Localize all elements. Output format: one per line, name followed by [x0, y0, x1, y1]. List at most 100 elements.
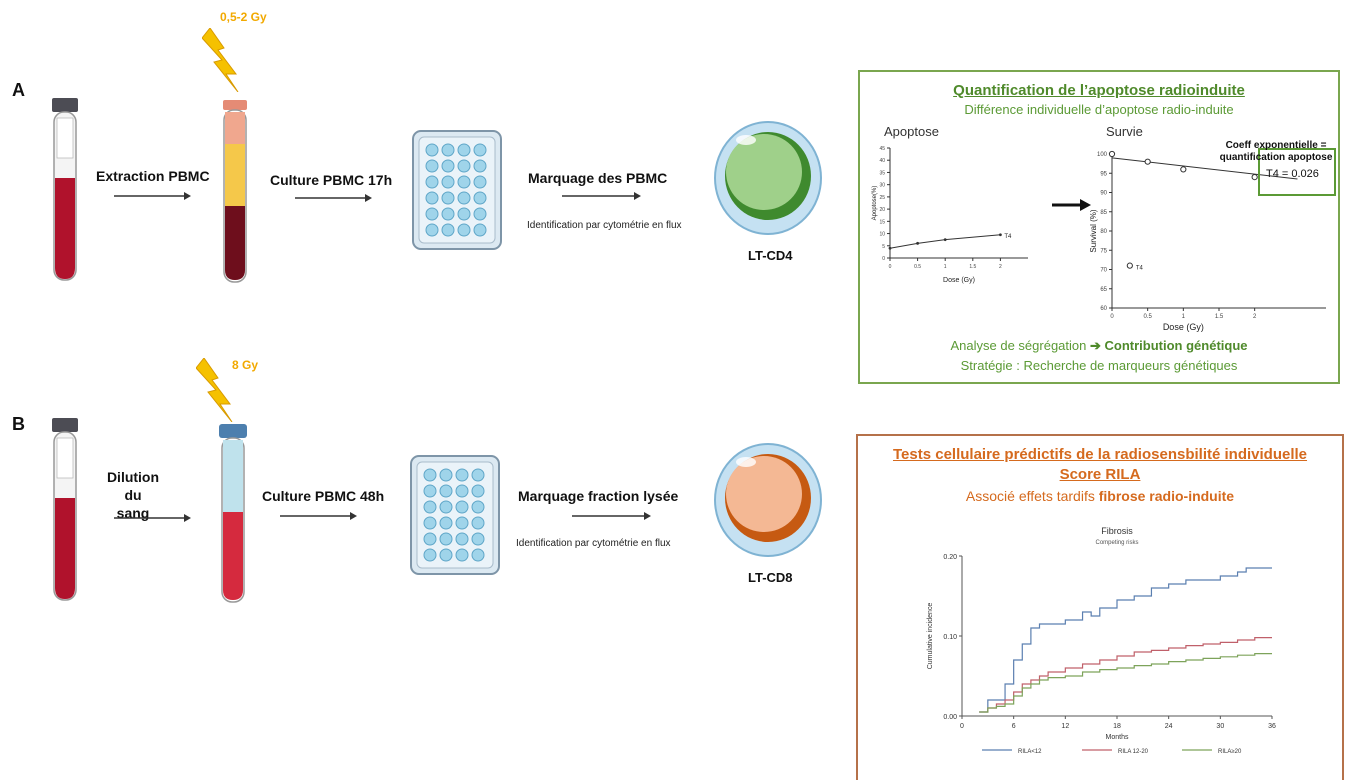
y-tick-label: 65 — [1100, 287, 1107, 293]
y-tick-label: 10 — [879, 232, 885, 238]
panel-letter-a: A — [12, 80, 25, 100]
y-tick-label: 35 — [879, 170, 885, 176]
x-tick-label: 6 — [1012, 723, 1016, 730]
y-axis-label: Apoptose(%) — [872, 186, 878, 221]
step-cytometry-label-b: Identification par cytométrie en flux — [516, 538, 671, 549]
right-arrow-icon: ➔ — [1089, 338, 1101, 353]
series-label: T4 — [1004, 234, 1012, 240]
box-b-subtitle: Associé effets tardifs fibrose radio-ind… — [858, 488, 1342, 504]
legend-label: RILA<12 — [1018, 749, 1042, 755]
y-tick-label: 60 — [1100, 306, 1107, 312]
x-axis-label: Dose (Gy) — [1163, 322, 1204, 332]
data-point — [1108, 150, 1116, 158]
cell-icon — [714, 443, 822, 557]
chart-title: Fibrosis — [1101, 526, 1133, 536]
x-tick-label: 30 — [1216, 723, 1224, 730]
cell-icon — [714, 121, 822, 235]
y-tick-label: 45 — [879, 146, 885, 152]
segregation-text: Analyse de ségrégation — [950, 338, 1090, 353]
coeff-annot-line2: quantification apoptose — [1219, 152, 1333, 163]
panel-letter-b: B — [12, 414, 25, 434]
data-point — [916, 241, 919, 245]
x-tick-label: 0 — [1110, 314, 1114, 320]
legend-label: RILA 12-20 — [1118, 749, 1149, 755]
data-point — [943, 238, 947, 242]
x-tick-label: 1.5 — [1215, 314, 1224, 320]
y-tick-label: 0.00 — [943, 714, 957, 721]
data-point — [888, 246, 892, 250]
step-cytometry-label: Identification par cytométrie en flux — [527, 220, 682, 231]
chart-subtitle: Competing risks — [1095, 540, 1138, 546]
series-line — [979, 636, 1272, 713]
coeff-highlight-box — [1258, 148, 1336, 196]
left-plot-title: Apoptose — [884, 124, 939, 139]
arrow-icon — [572, 512, 651, 520]
y-tick-label: 70 — [1100, 268, 1107, 274]
dose-label-b: 8 Gy — [232, 358, 259, 372]
box-a-subtitle: Différence individuelle d’apoptose radio… — [964, 102, 1234, 117]
step-dilution-line2: sang — [116, 505, 150, 521]
blood-tube-icon — [52, 98, 78, 281]
y-tick-label: 85 — [1100, 210, 1107, 216]
arrow-icon — [295, 194, 372, 202]
x-tick-label: 36 — [1268, 723, 1276, 730]
well-plate-icon — [412, 130, 502, 250]
y-tick-label: 0 — [882, 256, 885, 262]
y-tick-label: 20 — [879, 207, 885, 213]
survival-chart: 60 65 70 75 80 85 90 95 100 0 0.5 1 1.5 2 Dose (Gy) Sur… — [1089, 150, 1326, 332]
y-tick-label: 25 — [879, 195, 885, 201]
x-axis-label: Months — [1106, 734, 1129, 741]
box-a-title: Quantification de l’apoptose radioinduit… — [953, 82, 1245, 99]
apoptosis-chart: 0 5 10 15 20 25 30 35 40 45 0 0.5 1 1.5 2 Dose (Gy) Apop… — [872, 146, 1028, 284]
y-axis-label: Survival (%) — [1089, 209, 1098, 252]
x-tick-label: 18 — [1113, 723, 1121, 730]
series-line — [979, 653, 1272, 713]
right-plot-title: Survie — [1106, 124, 1143, 139]
coeff-annot-line1: Coeff exponentielle = — [1225, 140, 1327, 151]
box-b-title1: Tests cellulaire prédictifs de la radios… — [892, 446, 1308, 463]
late-effects-text: Associé effets tardifs — [965, 488, 1099, 504]
x-tick-label: 1 — [1182, 314, 1186, 320]
x-tick-label: 0 — [889, 264, 892, 270]
y-axis-label: Cumulative incidence — [927, 603, 934, 670]
big-arrow-icon — [1052, 199, 1091, 211]
data-point — [1144, 158, 1151, 165]
box-b-title2: Score RILA — [1059, 466, 1141, 483]
lightning-icon — [202, 28, 239, 92]
arrow-icon — [280, 512, 357, 520]
coeff-annotation: Coeff exponentielle = quantification apo… — [1216, 140, 1336, 164]
data-point — [1251, 174, 1258, 181]
x-tick-label: 2 — [999, 264, 1002, 270]
data-point — [999, 233, 1002, 237]
y-tick-label: 5 — [882, 244, 885, 250]
x-tick-label: 1.5 — [969, 264, 976, 270]
legend-label: T4 — [1136, 266, 1144, 272]
diluted-tube-icon — [219, 424, 247, 603]
fibrosis-text: fibrose radio-induite — [1098, 488, 1235, 504]
y-tick-label: 0.10 — [943, 634, 957, 641]
step-dilution-line1: Dilution du — [106, 469, 160, 503]
x-tick-label: 0.5 — [914, 264, 921, 270]
arrow-icon — [114, 192, 191, 200]
fit-line — [1111, 157, 1298, 180]
apoptosis-quantification-box: Quantification de l’apoptose radioinduit… — [858, 70, 1340, 384]
x-tick-label: 0.5 — [1143, 314, 1152, 320]
legend-marker — [1126, 262, 1133, 269]
y-tick-label: 40 — [879, 158, 885, 164]
x-tick-label: 0 — [960, 723, 964, 730]
y-tick-label: 75 — [1100, 248, 1107, 254]
x-axis-label: Dose (Gy) — [943, 277, 975, 284]
lightning-icon — [196, 358, 233, 422]
y-tick-label: 95 — [1100, 171, 1107, 177]
step-marquage-label-b: Marquage fraction lysée — [518, 488, 679, 504]
y-tick-label: 90 — [1100, 191, 1107, 197]
rila-score-box: Tests cellulaire prédictifs de la radios… — [856, 434, 1344, 780]
step-culture-label: Culture PBMC 17h — [270, 172, 393, 188]
blood-tube-icon — [52, 418, 78, 601]
dose-label-a: 0,5-2 Gy — [220, 10, 267, 24]
cell-label-cd8: LT-CD8 — [748, 570, 793, 585]
step-extraction-label: Extraction PBMC — [96, 168, 210, 184]
x-tick-label: 2 — [1253, 314, 1257, 320]
step-marquage-label: Marquage des PBMC — [528, 170, 668, 186]
legend-label: RILA≥20 — [1218, 749, 1242, 755]
